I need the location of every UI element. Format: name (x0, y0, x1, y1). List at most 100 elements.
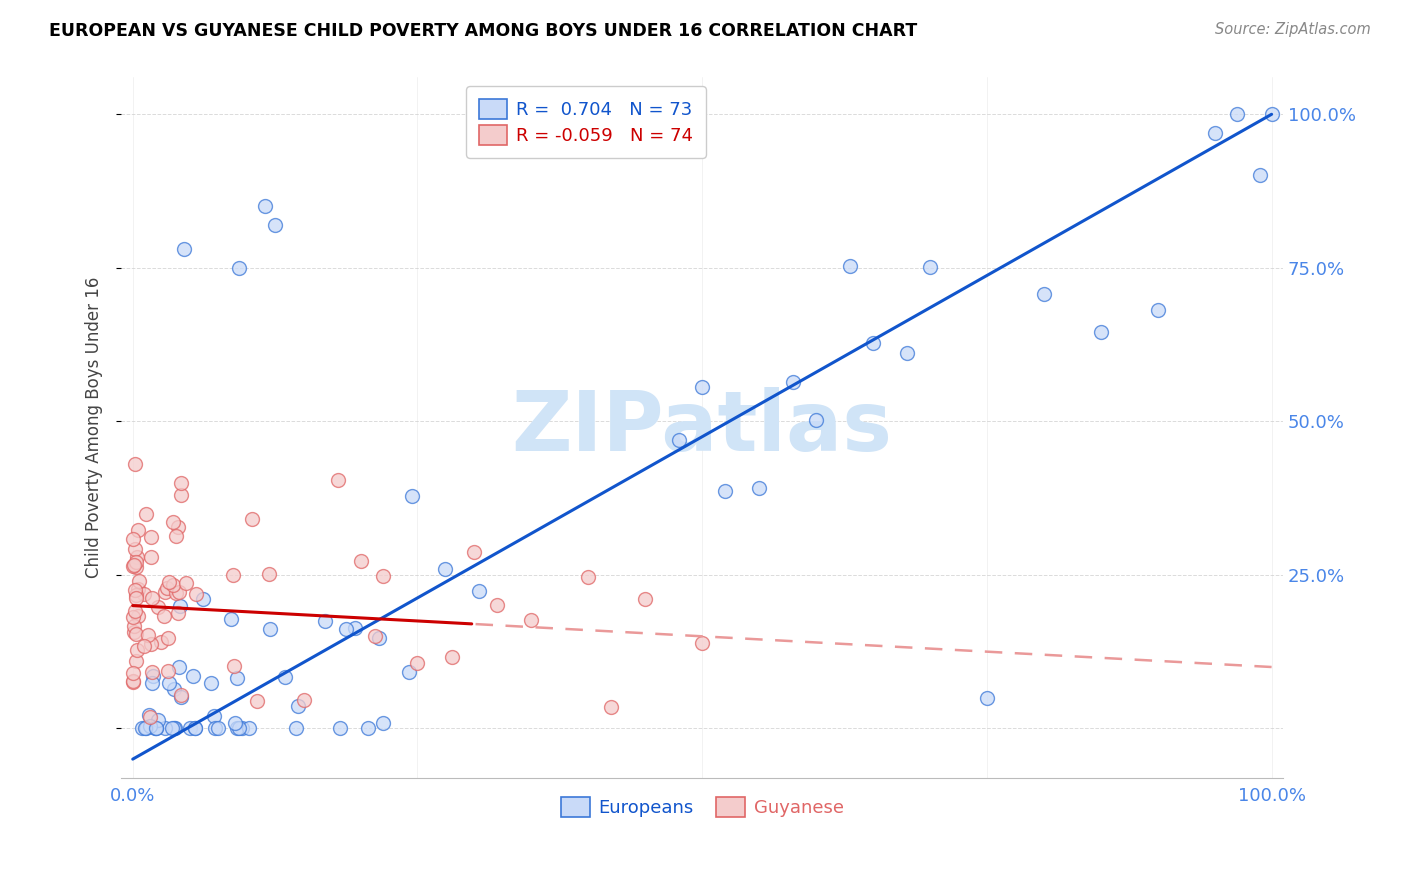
Point (125, 555, 148, 569)
Point (122, 619, 145, 633)
Point (714, 483, 737, 498)
Point (125, 654, 148, 668)
Point (600, 699, 623, 714)
Point (135, 722, 157, 736)
Point (162, 515, 184, 529)
Point (976, 690, 998, 705)
Point (406, 657, 429, 671)
Point (136, 628, 159, 642)
Point (153, 609, 176, 624)
Point (204, 722, 226, 736)
Point (156, 632, 179, 646)
Point (1226, 107, 1249, 121)
Point (122, 558, 145, 573)
Point (125, 560, 148, 574)
Point (138, 708, 160, 723)
Point (226, 722, 249, 736)
Point (145, 722, 167, 736)
Point (166, 520, 188, 534)
Point (141, 665, 163, 680)
Point (122, 625, 145, 640)
Point (344, 621, 367, 635)
Legend: Europeans, Guyanese: Europeans, Guyanese (554, 790, 851, 824)
Point (145, 722, 167, 736)
Point (259, 566, 281, 581)
Point (782, 375, 804, 389)
Point (141, 638, 163, 652)
Point (156, 581, 179, 595)
Point (228, 722, 250, 736)
Point (401, 489, 423, 503)
Point (222, 658, 245, 673)
Point (440, 650, 463, 665)
Point (238, 722, 260, 736)
Point (364, 629, 387, 643)
Point (167, 584, 190, 599)
Point (153, 722, 176, 736)
Point (373, 568, 395, 582)
Point (170, 488, 193, 502)
Point (690, 635, 713, 649)
Point (520, 613, 543, 627)
Point (804, 412, 827, 426)
Point (143, 722, 166, 736)
Point (264, 218, 287, 232)
Point (287, 699, 309, 714)
Point (167, 606, 190, 620)
Point (1090, 326, 1112, 340)
Point (207, 722, 229, 736)
Point (121, 665, 143, 680)
Point (285, 722, 308, 736)
Point (219, 612, 242, 626)
Point (122, 558, 145, 573)
Point (468, 584, 491, 599)
Point (240, 512, 263, 526)
Point (142, 668, 165, 682)
Point (139, 549, 162, 564)
Point (138, 710, 160, 724)
Point (169, 688, 191, 702)
Point (141, 675, 163, 690)
Point (165, 529, 187, 543)
Text: Source: ZipAtlas.com: Source: ZipAtlas.com (1215, 22, 1371, 37)
Point (169, 690, 191, 704)
Point (576, 570, 599, 584)
Point (146, 713, 169, 727)
Point (170, 475, 193, 490)
Point (918, 260, 941, 274)
Point (433, 562, 456, 576)
Point (176, 576, 198, 591)
Point (184, 587, 207, 601)
Y-axis label: Child Poverty Among Boys Under 16: Child Poverty Among Boys Under 16 (86, 277, 103, 578)
Point (134, 640, 156, 654)
Point (124, 603, 146, 617)
Point (748, 481, 770, 495)
Point (202, 708, 225, 723)
Point (1249, 168, 1271, 182)
Point (191, 591, 214, 606)
Point (156, 664, 179, 678)
Point (184, 722, 207, 736)
Point (668, 433, 690, 447)
Point (121, 610, 143, 624)
Point (314, 614, 336, 628)
Point (167, 659, 190, 673)
Point (200, 676, 222, 690)
Point (690, 379, 713, 393)
Point (228, 260, 250, 275)
Point (371, 715, 394, 730)
Point (163, 722, 186, 736)
Point (329, 722, 352, 736)
Point (162, 722, 184, 736)
Point (231, 722, 253, 736)
Text: EUROPEAN VS GUYANESE CHILD POVERTY AMONG BOYS UNDER 16 CORRELATION CHART: EUROPEAN VS GUYANESE CHILD POVERTY AMONG… (49, 22, 918, 40)
Point (127, 523, 149, 537)
Point (128, 574, 150, 589)
Point (225, 671, 247, 685)
Point (125, 549, 148, 564)
Point (181, 669, 204, 683)
Point (839, 259, 862, 273)
Point (146, 599, 169, 614)
Point (122, 532, 145, 546)
Point (162, 578, 184, 592)
